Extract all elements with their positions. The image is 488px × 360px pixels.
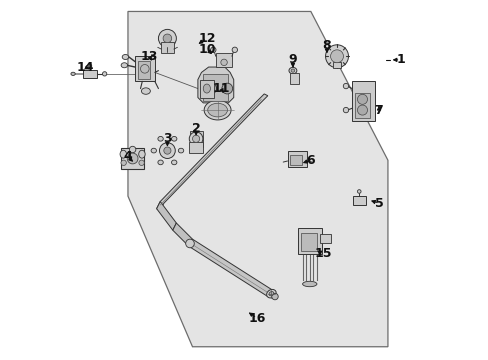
- Ellipse shape: [158, 160, 163, 165]
- Ellipse shape: [151, 148, 156, 153]
- Ellipse shape: [121, 63, 127, 68]
- Ellipse shape: [141, 88, 150, 94]
- Ellipse shape: [290, 69, 294, 72]
- Ellipse shape: [71, 72, 75, 76]
- Ellipse shape: [207, 103, 227, 117]
- Ellipse shape: [129, 146, 136, 153]
- Ellipse shape: [139, 160, 144, 166]
- FancyBboxPatch shape: [319, 234, 330, 243]
- Ellipse shape: [88, 64, 92, 68]
- Ellipse shape: [288, 67, 296, 74]
- Ellipse shape: [189, 132, 203, 145]
- Ellipse shape: [163, 34, 171, 42]
- Polygon shape: [156, 94, 267, 211]
- Ellipse shape: [266, 289, 276, 298]
- FancyBboxPatch shape: [300, 233, 316, 251]
- Ellipse shape: [122, 54, 128, 59]
- FancyBboxPatch shape: [203, 74, 228, 101]
- Ellipse shape: [121, 160, 126, 166]
- Text: 4: 4: [123, 150, 132, 163]
- FancyBboxPatch shape: [199, 80, 214, 98]
- Ellipse shape: [357, 190, 360, 193]
- FancyBboxPatch shape: [215, 53, 231, 67]
- Ellipse shape: [185, 239, 194, 248]
- Ellipse shape: [210, 47, 216, 53]
- Polygon shape: [198, 67, 233, 103]
- Ellipse shape: [325, 45, 348, 68]
- Ellipse shape: [357, 105, 367, 115]
- FancyBboxPatch shape: [188, 142, 203, 153]
- Ellipse shape: [102, 72, 106, 76]
- Text: 6: 6: [306, 154, 314, 167]
- Polygon shape: [156, 202, 176, 230]
- FancyBboxPatch shape: [333, 62, 340, 68]
- Text: 9: 9: [288, 53, 297, 66]
- Ellipse shape: [120, 150, 126, 158]
- FancyBboxPatch shape: [354, 93, 369, 118]
- Text: 12: 12: [198, 32, 215, 45]
- Text: 13: 13: [141, 50, 158, 63]
- Ellipse shape: [139, 150, 145, 158]
- FancyBboxPatch shape: [83, 70, 97, 78]
- Text: 10: 10: [198, 42, 215, 55]
- Ellipse shape: [205, 83, 216, 94]
- Ellipse shape: [268, 292, 273, 296]
- Ellipse shape: [159, 143, 175, 158]
- FancyBboxPatch shape: [287, 151, 306, 167]
- Text: 8: 8: [322, 39, 330, 52]
- FancyBboxPatch shape: [298, 228, 321, 253]
- Ellipse shape: [302, 281, 316, 287]
- Ellipse shape: [171, 136, 177, 141]
- Text: 16: 16: [248, 311, 265, 325]
- Text: 3: 3: [163, 132, 171, 145]
- Ellipse shape: [203, 84, 210, 93]
- Text: 11: 11: [212, 82, 229, 95]
- Ellipse shape: [222, 83, 232, 94]
- Ellipse shape: [232, 47, 237, 53]
- FancyBboxPatch shape: [135, 56, 155, 81]
- FancyBboxPatch shape: [137, 61, 150, 79]
- Ellipse shape: [171, 160, 177, 165]
- Ellipse shape: [158, 136, 163, 141]
- Ellipse shape: [158, 30, 176, 47]
- Text: 5: 5: [374, 197, 383, 210]
- Text: 2: 2: [191, 122, 200, 135]
- Text: 14: 14: [76, 60, 94, 73]
- FancyBboxPatch shape: [161, 42, 174, 53]
- Ellipse shape: [178, 148, 183, 153]
- Ellipse shape: [127, 153, 138, 164]
- FancyBboxPatch shape: [352, 196, 366, 205]
- Ellipse shape: [203, 100, 230, 120]
- FancyBboxPatch shape: [351, 81, 375, 121]
- Ellipse shape: [140, 64, 149, 73]
- Ellipse shape: [343, 107, 348, 113]
- Ellipse shape: [271, 293, 278, 300]
- Text: 1: 1: [395, 53, 404, 66]
- Ellipse shape: [357, 94, 367, 104]
- Ellipse shape: [192, 135, 199, 142]
- Polygon shape: [172, 223, 192, 246]
- Text: 7: 7: [374, 104, 383, 117]
- Polygon shape: [128, 12, 387, 347]
- Text: 15: 15: [314, 247, 331, 260]
- Polygon shape: [188, 239, 271, 297]
- Ellipse shape: [330, 50, 343, 63]
- Ellipse shape: [221, 59, 227, 66]
- Ellipse shape: [343, 84, 348, 89]
- FancyBboxPatch shape: [121, 148, 144, 169]
- FancyBboxPatch shape: [190, 131, 203, 147]
- FancyBboxPatch shape: [290, 155, 302, 165]
- Ellipse shape: [163, 147, 171, 154]
- FancyBboxPatch shape: [290, 73, 299, 84]
